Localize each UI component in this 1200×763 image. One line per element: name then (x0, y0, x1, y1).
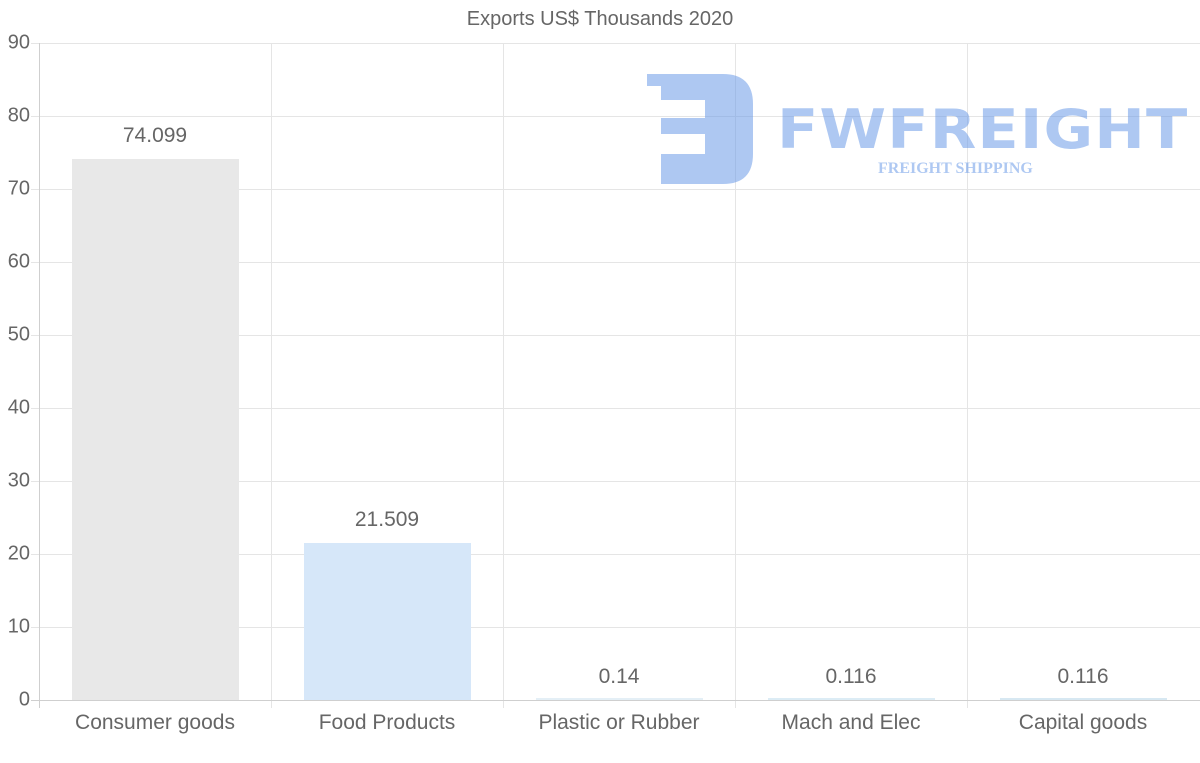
bar-consumer-goods[interactable] (72, 159, 239, 700)
bar-value-label: 21.509 (354, 508, 420, 531)
plot-area: 74.099 21.509 0.14 0.116 0.116 (31, 43, 1200, 708)
x-category-label: Plastic or Rubber (538, 711, 700, 734)
gridline-70 (31, 189, 1200, 190)
vgrid-1 (271, 43, 272, 708)
vgrid-3 (735, 43, 736, 708)
y-tick-label: 0 (18, 688, 30, 711)
y-tick-label: 80 (7, 104, 30, 127)
y-tick-label: 70 (7, 177, 30, 200)
chart-title: Exports US$ Thousands 2020 (466, 8, 734, 30)
y-tick-label: 50 (7, 323, 30, 346)
y-tick-label: 90 (7, 31, 30, 54)
gridline-10 (31, 627, 1200, 628)
y-tick-label: 10 (7, 615, 30, 638)
y-tick-label: 40 (7, 396, 30, 419)
gridline-90 (31, 43, 1200, 44)
bar-value-label: 0.116 (1057, 665, 1109, 688)
gridline-40 (31, 408, 1200, 409)
gridline-20 (31, 554, 1200, 555)
bar-value-label: 74.099 (122, 124, 188, 147)
x-category-label: Mach and Elec (781, 711, 921, 734)
gridline-60 (31, 262, 1200, 263)
vgrid-2 (503, 43, 504, 708)
bar-capital-goods[interactable] (1000, 698, 1167, 700)
y-tick-label: 30 (7, 469, 30, 492)
gridline-50 (31, 335, 1200, 336)
x-axis-line (31, 700, 1200, 701)
bar-value-label: 0.14 (598, 665, 640, 688)
x-category-label: Capital goods (1018, 711, 1148, 734)
bar-food-products[interactable] (304, 543, 471, 700)
x-category-label: Food Products (318, 711, 456, 734)
gridline-80 (31, 116, 1200, 117)
vgrid-4 (967, 43, 968, 708)
y-axis-line (39, 43, 40, 708)
x-category-label: Consumer goods (75, 711, 235, 734)
y-tick-label: 60 (7, 250, 30, 273)
bar-mach-and-elec[interactable] (768, 698, 935, 700)
bar-value-label: 0.116 (825, 665, 877, 688)
y-tick-label: 20 (7, 542, 30, 565)
gridline-30 (31, 481, 1200, 482)
bar-plastic-or-rubber[interactable] (536, 698, 703, 700)
